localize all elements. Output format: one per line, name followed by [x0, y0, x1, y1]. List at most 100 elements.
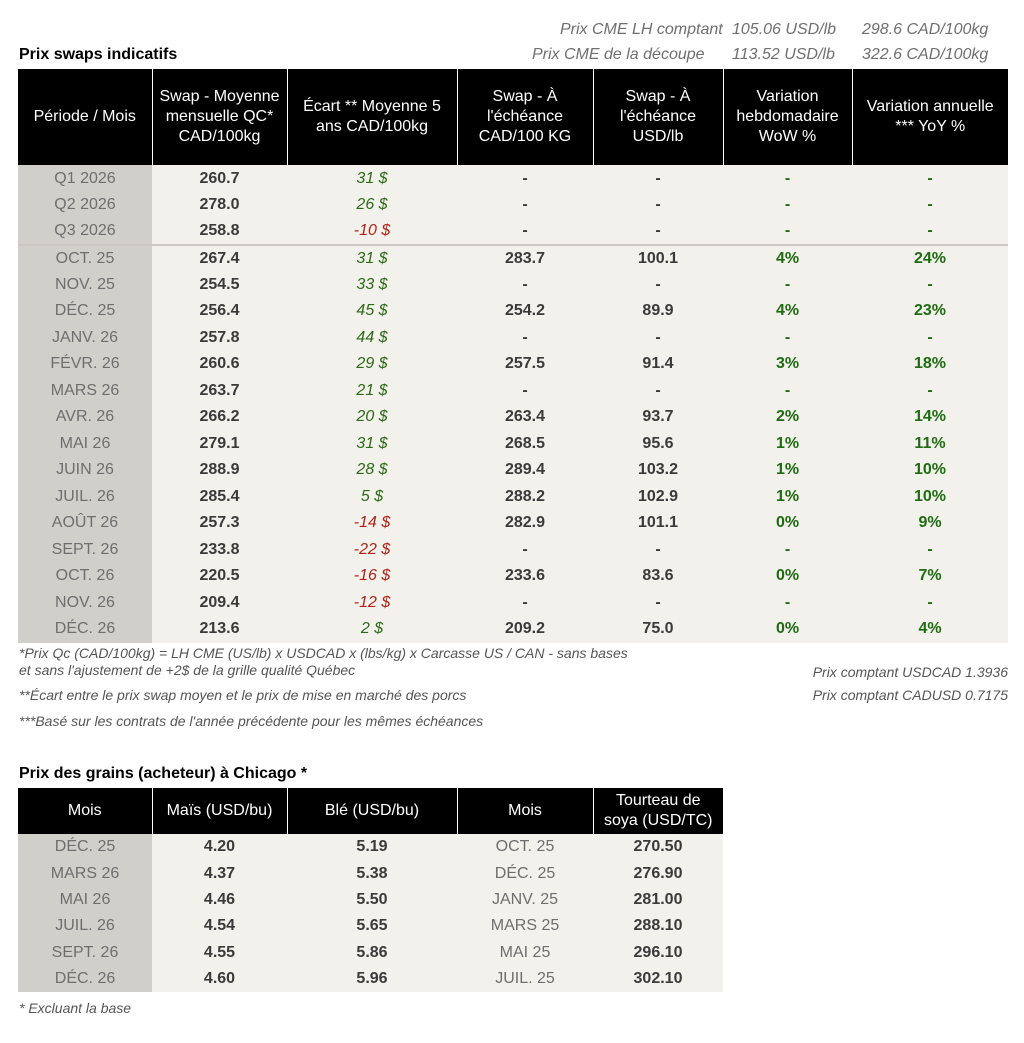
note-formula-line2: et sans l'ajustement de +2$ de la grille… [19, 662, 356, 678]
swap-gap-cell: 29 $ [287, 351, 457, 378]
swap-wow-cell: 4% [723, 244, 852, 272]
grain-soya-cell: 281.00 [593, 886, 723, 914]
swap-row: OCT. 26 220.5 -16 $233.6 83.6 0% 7% [18, 563, 1008, 590]
swap-echeance-cad-cell: 289.4 [457, 457, 593, 484]
swap-echeance-cad-cell: 233.6 [457, 563, 593, 590]
swap-wow-cell: 4% [723, 298, 852, 325]
swap-yoy-cell: 11% [852, 430, 1008, 457]
swap-row: MARS 26 263.7 21 $ - - - - [18, 377, 1008, 404]
cme-decoupe-cad: 322.6 CAD/100kg [862, 46, 989, 63]
swap-echeance-usd-cell: 93.7 [593, 404, 723, 431]
swap-yoy-cell: 10% [852, 483, 1008, 510]
swap-period-cell: FÉVR. 26 [18, 351, 152, 378]
swap-gap-cell: 31 $ [287, 165, 457, 192]
swap-average-cell: 213.6 [152, 616, 287, 643]
header-variation-yoy: Variation annuelle *** YoY % [851, 69, 1008, 165]
swap-period-cell: DÉC. 25 [18, 298, 152, 325]
swap-yoy-cell: - [852, 324, 1008, 351]
grain-month-cell: SEPT. 26 [18, 939, 152, 966]
swap-average-cell: 266.2 [152, 404, 287, 431]
swap-yoy-cell: - [852, 218, 1008, 245]
swap-echeance-cad-cell: - [457, 589, 593, 616]
swap-wow-cell: 0% [723, 563, 852, 590]
grain-row: DÉC. 25 4.20 5.19 OCT. 25 270.50 [18, 834, 723, 861]
grain-soya-month-cell: DÉC. 25 [457, 860, 593, 887]
grain-row: JUIL. 26 4.54 5.65 MARS 25 288.10 [18, 913, 723, 940]
swap-echeance-cad-cell: 288.2 [457, 483, 593, 510]
swap-average-cell: 263.7 [152, 377, 287, 404]
cme-decoupe-usd: 113.52 USD/lb [732, 46, 835, 63]
cme-comptant-cad: 298.6 CAD/100kg [862, 21, 989, 38]
swap-echeance-cad-cell: 209.2 [457, 616, 593, 643]
swap-gap-cell: -22 $ [287, 536, 457, 563]
swap-echeance-cad-cell: 268.5 [457, 430, 593, 457]
grain-soya-month-cell: JANV. 25 [457, 886, 593, 914]
cme-decoupe-label: Prix CME de la découpe [532, 46, 705, 63]
grain-row: MAI 26 4.46 5.50 JANV. 25 281.00 [18, 886, 723, 914]
swap-wow-cell: - [723, 536, 852, 563]
swap-yoy-cell: 24% [852, 244, 1008, 272]
grain-soya-month-cell: JUIL. 25 [457, 965, 593, 993]
swaps-table: Période / Mois Swap - Moyenne mensuelle … [18, 69, 1008, 643]
grain-row: SEPT. 26 4.55 5.86 MAI 25 296.10 [18, 939, 723, 966]
swap-wow-cell: 3% [723, 351, 852, 378]
swap-echeance-usd-cell: 102.9 [593, 483, 723, 510]
swap-yoy-cell: 9% [852, 510, 1008, 537]
swap-period-cell: JUIN 26 [18, 457, 152, 484]
grain-soya-cell: 270.50 [593, 834, 723, 861]
swap-wow-cell: - [723, 324, 852, 351]
swap-echeance-cad-cell: - [457, 165, 593, 192]
swap-row: MAI 26 279.1 31 $268.5 95.6 1% 11% [18, 430, 1008, 457]
grain-ble-cell: 5.50 [287, 886, 457, 914]
swap-echeance-cad-cell: 254.2 [457, 298, 593, 325]
swap-echeance-usd-cell: 89.9 [593, 298, 723, 325]
swap-echeance-cad-cell: 283.7 [457, 244, 593, 272]
swap-average-cell: 209.4 [152, 589, 287, 616]
swap-echeance-usd-cell: - [593, 536, 723, 563]
swap-row: JUIL. 26 285.4 5 $288.2 102.9 1% 10% [18, 483, 1008, 510]
swap-row: Q1 2026 260.7 31 $ - - - - [18, 165, 1008, 192]
swap-row: AOÛT 26 257.3 -14 $282.9 101.1 0% 9% [18, 510, 1008, 537]
swap-echeance-cad-cell: - [457, 271, 593, 298]
grains-footnote: * Excluant la base [19, 1000, 132, 1016]
swap-yoy-cell: 4% [852, 616, 1008, 643]
swap-echeance-cad-cell: - [457, 536, 593, 563]
swap-echeance-cad-cell: - [457, 218, 593, 245]
header-swap-moyenne: Swap - Moyenne mensuelle QC* CAD/100kg [151, 69, 287, 165]
swap-row: AVR. 26 266.2 20 $263.4 93.7 2% 14% [18, 404, 1008, 431]
swap-wow-cell: 0% [723, 616, 852, 643]
grain-soya-cell: 302.10 [593, 965, 723, 993]
swap-yoy-cell: - [852, 589, 1008, 616]
swap-echeance-usd-cell: 91.4 [593, 351, 723, 378]
swap-wow-cell: 1% [723, 457, 852, 484]
swap-gap-cell: 31 $ [287, 244, 457, 272]
swap-yoy-cell: 10% [852, 457, 1008, 484]
swap-period-cell: Q2 2026 [18, 192, 152, 219]
grain-row: DÉC. 26 4.60 5.96 JUIL. 25 302.10 [18, 965, 723, 993]
swap-row: Q2 2026 278.0 26 $ - - - - [18, 192, 1008, 219]
swap-average-cell: 257.3 [152, 510, 287, 537]
swap-echeance-cad-cell: - [457, 377, 593, 404]
swap-wow-cell: 1% [723, 430, 852, 457]
swap-row: NOV. 26 209.4 -12 $ - - - - [18, 589, 1008, 616]
swap-period-cell: OCT. 25 [18, 244, 152, 272]
swap-row: JANV. 26 257.8 44 $ - - - - [18, 324, 1008, 351]
swap-period-cell: AVR. 26 [18, 404, 152, 431]
header-periode: Période / Mois [18, 69, 152, 165]
grain-row: MARS 26 4.37 5.38 DÉC. 25 276.90 [18, 860, 723, 887]
swap-period-cell: Q3 2026 [18, 218, 152, 245]
swap-yoy-cell: 18% [852, 351, 1008, 378]
swap-yoy-cell: - [852, 536, 1008, 563]
swap-average-cell: 260.7 [152, 165, 287, 192]
swap-row: Q3 2026 258.8 -10 $ - - - - [18, 218, 1008, 245]
grain-mais-cell: 4.54 [152, 913, 287, 940]
swap-echeance-cad-cell: 263.4 [457, 404, 593, 431]
swap-yoy-cell: - [852, 271, 1008, 298]
swap-echeance-cad-cell: 257.5 [457, 351, 593, 378]
swap-gap-cell: 21 $ [287, 377, 457, 404]
swap-gap-cell: 45 $ [287, 298, 457, 325]
swap-average-cell: 278.0 [152, 192, 287, 219]
swap-wow-cell: 0% [723, 510, 852, 537]
grain-ble-cell: 5.65 [287, 913, 457, 940]
swap-average-cell: 220.5 [152, 563, 287, 590]
